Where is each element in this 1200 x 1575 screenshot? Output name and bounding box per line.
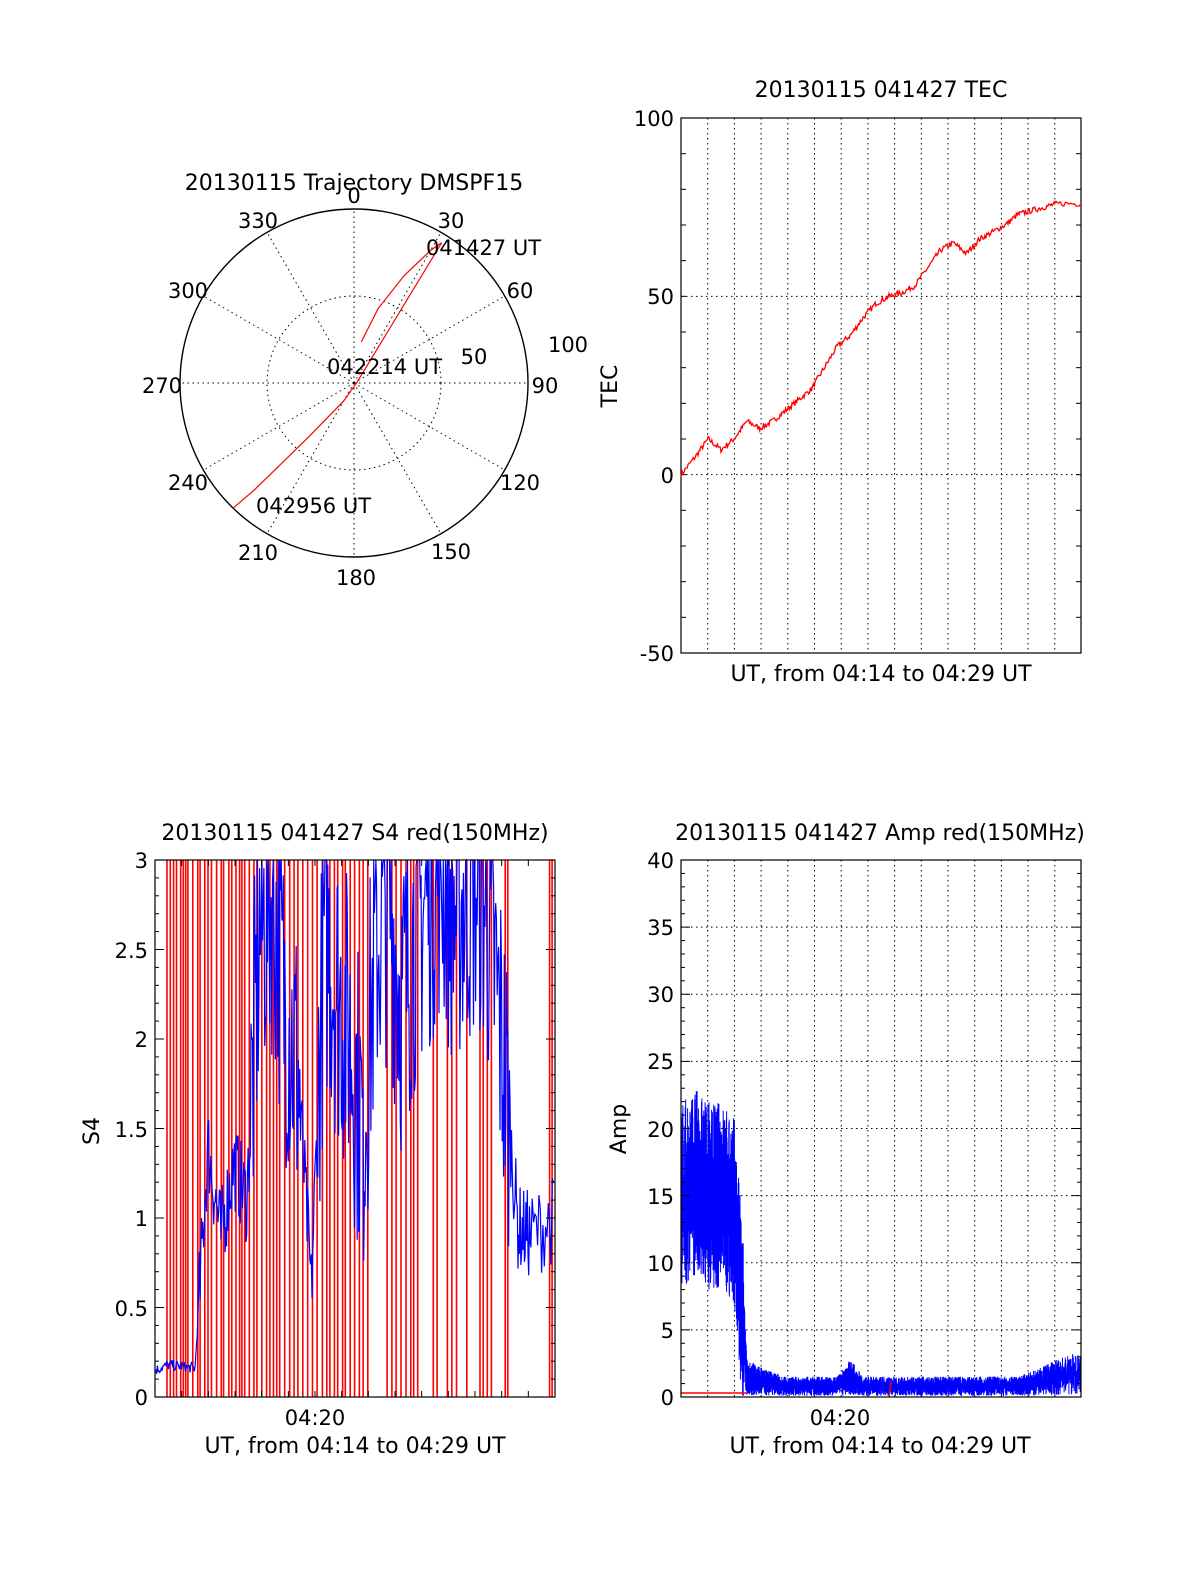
amp-title: 20130115 041427 Amp red(150MHz) bbox=[675, 821, 1085, 846]
s4-ytick-1: 1 bbox=[135, 1207, 148, 1231]
polar-angle-label: 120 bbox=[500, 471, 540, 495]
amp-ytick-15: 15 bbox=[647, 1185, 674, 1209]
polar-outer-circle bbox=[179, 208, 529, 558]
annotation-mid-time: 042214 UT bbox=[327, 355, 442, 379]
s4-ytick-3: 3 bbox=[135, 849, 148, 873]
tec-ytick-minus50: -50 bbox=[640, 642, 674, 666]
polar-spoke bbox=[353, 382, 442, 534]
amp-ylabel: Amp bbox=[607, 1104, 632, 1154]
polar-radial-label-50: 50 bbox=[461, 345, 488, 369]
tec-ytick-100: 100 bbox=[634, 107, 674, 131]
polar-angle-label: 150 bbox=[431, 540, 471, 564]
tec-ylabel: TEC bbox=[598, 365, 623, 409]
amp-xtick-0420: 04:20 bbox=[810, 1406, 871, 1430]
tec-ytick-0: 0 bbox=[661, 464, 674, 488]
amp-grid bbox=[681, 860, 1081, 1397]
polar-angle-label: 180 bbox=[336, 566, 376, 590]
polar-panel: 20130115 Trajectory DMSPF15 0 30 60 90 120 15… bbox=[142, 171, 588, 590]
amp-ytick-5: 5 bbox=[661, 1319, 674, 1343]
amp-ytick-10: 10 bbox=[647, 1252, 674, 1276]
polar-spoke bbox=[353, 232, 442, 384]
trajectory-line bbox=[232, 242, 443, 509]
amp-ytick-40: 40 bbox=[647, 849, 674, 873]
amp-ytick-30: 30 bbox=[647, 983, 674, 1007]
amp-blue-series-line bbox=[680, 1181, 1082, 1387]
polar-angle-label: 30 bbox=[438, 209, 465, 233]
s4-ylabel: S4 bbox=[80, 1117, 105, 1145]
tec-ytick-50: 50 bbox=[647, 285, 674, 309]
tec-series-line bbox=[680, 200, 1082, 478]
s4-xtick-0420: 04:20 bbox=[285, 1406, 346, 1430]
s4-ytick-2: 2 bbox=[135, 1028, 148, 1052]
polar-angle-label: 330 bbox=[238, 209, 278, 233]
tec-panel: 20130115 041427 TEC 100 50 0 -50 TEC UT,… bbox=[598, 78, 1082, 687]
tec-title: 20130115 041427 TEC bbox=[755, 78, 1008, 103]
tec-grid bbox=[681, 118, 1081, 653]
polar-grid bbox=[179, 208, 529, 558]
tec-xlabel: UT, from 04:14 to 04:29 UT bbox=[730, 662, 1032, 687]
s4-panel: 20130115 041427 S4 red(150MHz) 3 2.5 2 1… bbox=[80, 821, 556, 1459]
polar-spoke bbox=[203, 295, 355, 384]
s4-xlabel: UT, from 04:14 to 04:29 UT bbox=[204, 1434, 506, 1459]
s4-title: 20130115 041427 S4 red(150MHz) bbox=[161, 821, 548, 846]
amp-xlabel: UT, from 04:14 to 04:29 UT bbox=[729, 1434, 1031, 1459]
s4-ytick-2-5: 2.5 bbox=[115, 939, 148, 963]
polar-angle-label: 60 bbox=[507, 279, 534, 303]
polar-spoke bbox=[353, 295, 505, 384]
s4-ytick-1-5: 1.5 bbox=[115, 1118, 148, 1142]
polar-angle-label: 270 bbox=[142, 374, 182, 398]
s4-ytick-0-5: 0.5 bbox=[115, 1297, 148, 1321]
amp-ytick-20: 20 bbox=[647, 1118, 674, 1142]
polar-radial-label-100: 100 bbox=[548, 333, 588, 357]
polar-angle-label: 240 bbox=[168, 471, 208, 495]
polar-title: 20130115 Trajectory DMSPF15 bbox=[185, 171, 523, 196]
polar-angle-label: 210 bbox=[238, 541, 278, 565]
amp-panel: 20130115 041427 Amp red(150MHz) 40 35 30… bbox=[607, 821, 1085, 1459]
s4-minor-ticks bbox=[155, 860, 555, 1398]
polar-angle-label: 300 bbox=[168, 279, 208, 303]
annotation-start-time: 041427 UT bbox=[426, 236, 541, 260]
polar-spoke bbox=[353, 382, 505, 471]
annotation-end-time: 042956 UT bbox=[256, 494, 371, 518]
amp-ytick-25: 25 bbox=[647, 1050, 674, 1074]
amp-ytick-0: 0 bbox=[661, 1386, 674, 1410]
polar-angle-label: 90 bbox=[532, 374, 559, 398]
s4-ytick-0: 0 bbox=[135, 1386, 148, 1410]
s4-plot-frame bbox=[154, 859, 556, 1398]
polar-angle-label: 0 bbox=[347, 184, 360, 208]
polar-spoke bbox=[203, 382, 355, 471]
amp-blue-noise bbox=[680, 1091, 1082, 1396]
amp-plot-frame bbox=[680, 859, 1082, 1398]
tec-minor-ticks bbox=[681, 117, 1081, 654]
polar-spoke bbox=[266, 382, 355, 534]
tec-plot-frame bbox=[680, 117, 1082, 654]
polar-spoke bbox=[266, 232, 355, 384]
amp-ytick-35: 35 bbox=[647, 916, 674, 940]
polar-angle-labels: 0 30 60 90 120 150 180 210 240 270 300 330 bbox=[142, 184, 558, 590]
amp-red-series-line bbox=[681, 1380, 892, 1398]
polar-inner-circle bbox=[266, 295, 442, 471]
